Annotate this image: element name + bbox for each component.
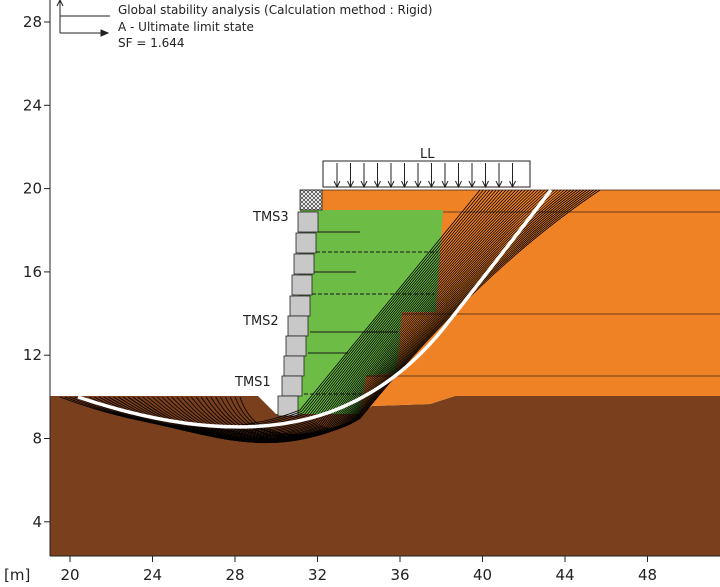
trial-slip-surface [147,189,539,443]
trial-slip-surface [186,189,565,443]
trial-slip-surface [161,189,549,443]
x-tick-label: 36 [390,566,409,584]
trial-slip-surface [191,189,568,442]
load-label: LL [420,147,435,162]
legend-symbol [56,0,110,37]
limit-state: A - Ultimate limit state [118,20,254,34]
x-ticks: 20 24 28 32 36 40 44 48 [60,556,657,584]
y-tick-label: 4 [32,513,42,531]
trial-slip-surface [176,189,559,443]
trial-slip-surface [229,189,594,437]
trial-slip-surface [152,189,542,443]
tms3-label: TMS3 [252,210,289,225]
load-arrowhead [441,180,449,189]
trial-slip-surface [239,189,601,435]
load-arrowhead [387,180,395,189]
load-arrowhead [333,180,341,189]
analysis-title: Global stability analysis (Calculation m… [118,3,432,17]
critical-slip-surface [77,188,553,429]
trial-slip-surface [205,189,578,440]
y-tick-label: 16 [23,263,42,281]
trial-slip-surface [220,189,588,438]
x-tick-label: 40 [473,566,492,584]
reinforced-fill [296,210,443,414]
load-arrowhead [347,180,354,189]
load-arrowhead [401,180,408,189]
trial-slip-surface [234,189,597,436]
y-ticks: 28 24 20 16 12 8 4 [23,13,50,531]
x-tick-label: 44 [555,566,574,584]
capping-block [299,189,323,211]
y-tick-label: 8 [32,430,42,448]
x-tick-label: 24 [143,566,162,584]
y-tick-label: 12 [23,346,42,364]
trial-slip-surface [137,189,533,442]
trial-slip-surface [132,189,529,442]
safety-factor: SF = 1.644 [118,36,185,50]
load-arrowhead [360,180,368,189]
y-tick-label: 20 [23,180,42,198]
trial-slip-surface [157,189,546,443]
trial-slip-surface [142,189,536,443]
tms1-label: TMS1 [234,375,271,390]
y-tick-label: 24 [23,96,42,114]
trial-slip-surfaces [59,189,601,444]
trial-slip-surface [215,189,585,439]
x-tick-label: 20 [60,566,79,584]
load-arrowhead [482,180,489,189]
unit-label: [m] [4,566,30,584]
trial-slip-surface [127,189,526,441]
trial-slip-surface [210,189,581,440]
trial-slip-surface [225,189,591,438]
load-arrowhead [374,180,381,189]
trial-slip-surface [171,189,555,443]
load-arrowhead [468,180,476,189]
load-arrowhead [428,180,435,189]
trial-slip-surface [123,189,523,441]
load-arrowhead [509,180,516,189]
x-tick-label: 48 [638,566,657,584]
trial-slip-surface [166,189,552,444]
load-arrowhead [414,180,422,189]
load-arrowhead [495,180,503,189]
tms2-label: TMS2 [242,314,279,329]
surcharge-load [322,160,531,189]
load-arrowhead [455,180,462,189]
trial-slip-surface [181,189,562,443]
y-tick-label: 28 [23,13,42,31]
trial-slip-surface [118,189,520,440]
x-tick-label: 28 [225,566,244,584]
x-tick-label: 32 [308,566,327,584]
